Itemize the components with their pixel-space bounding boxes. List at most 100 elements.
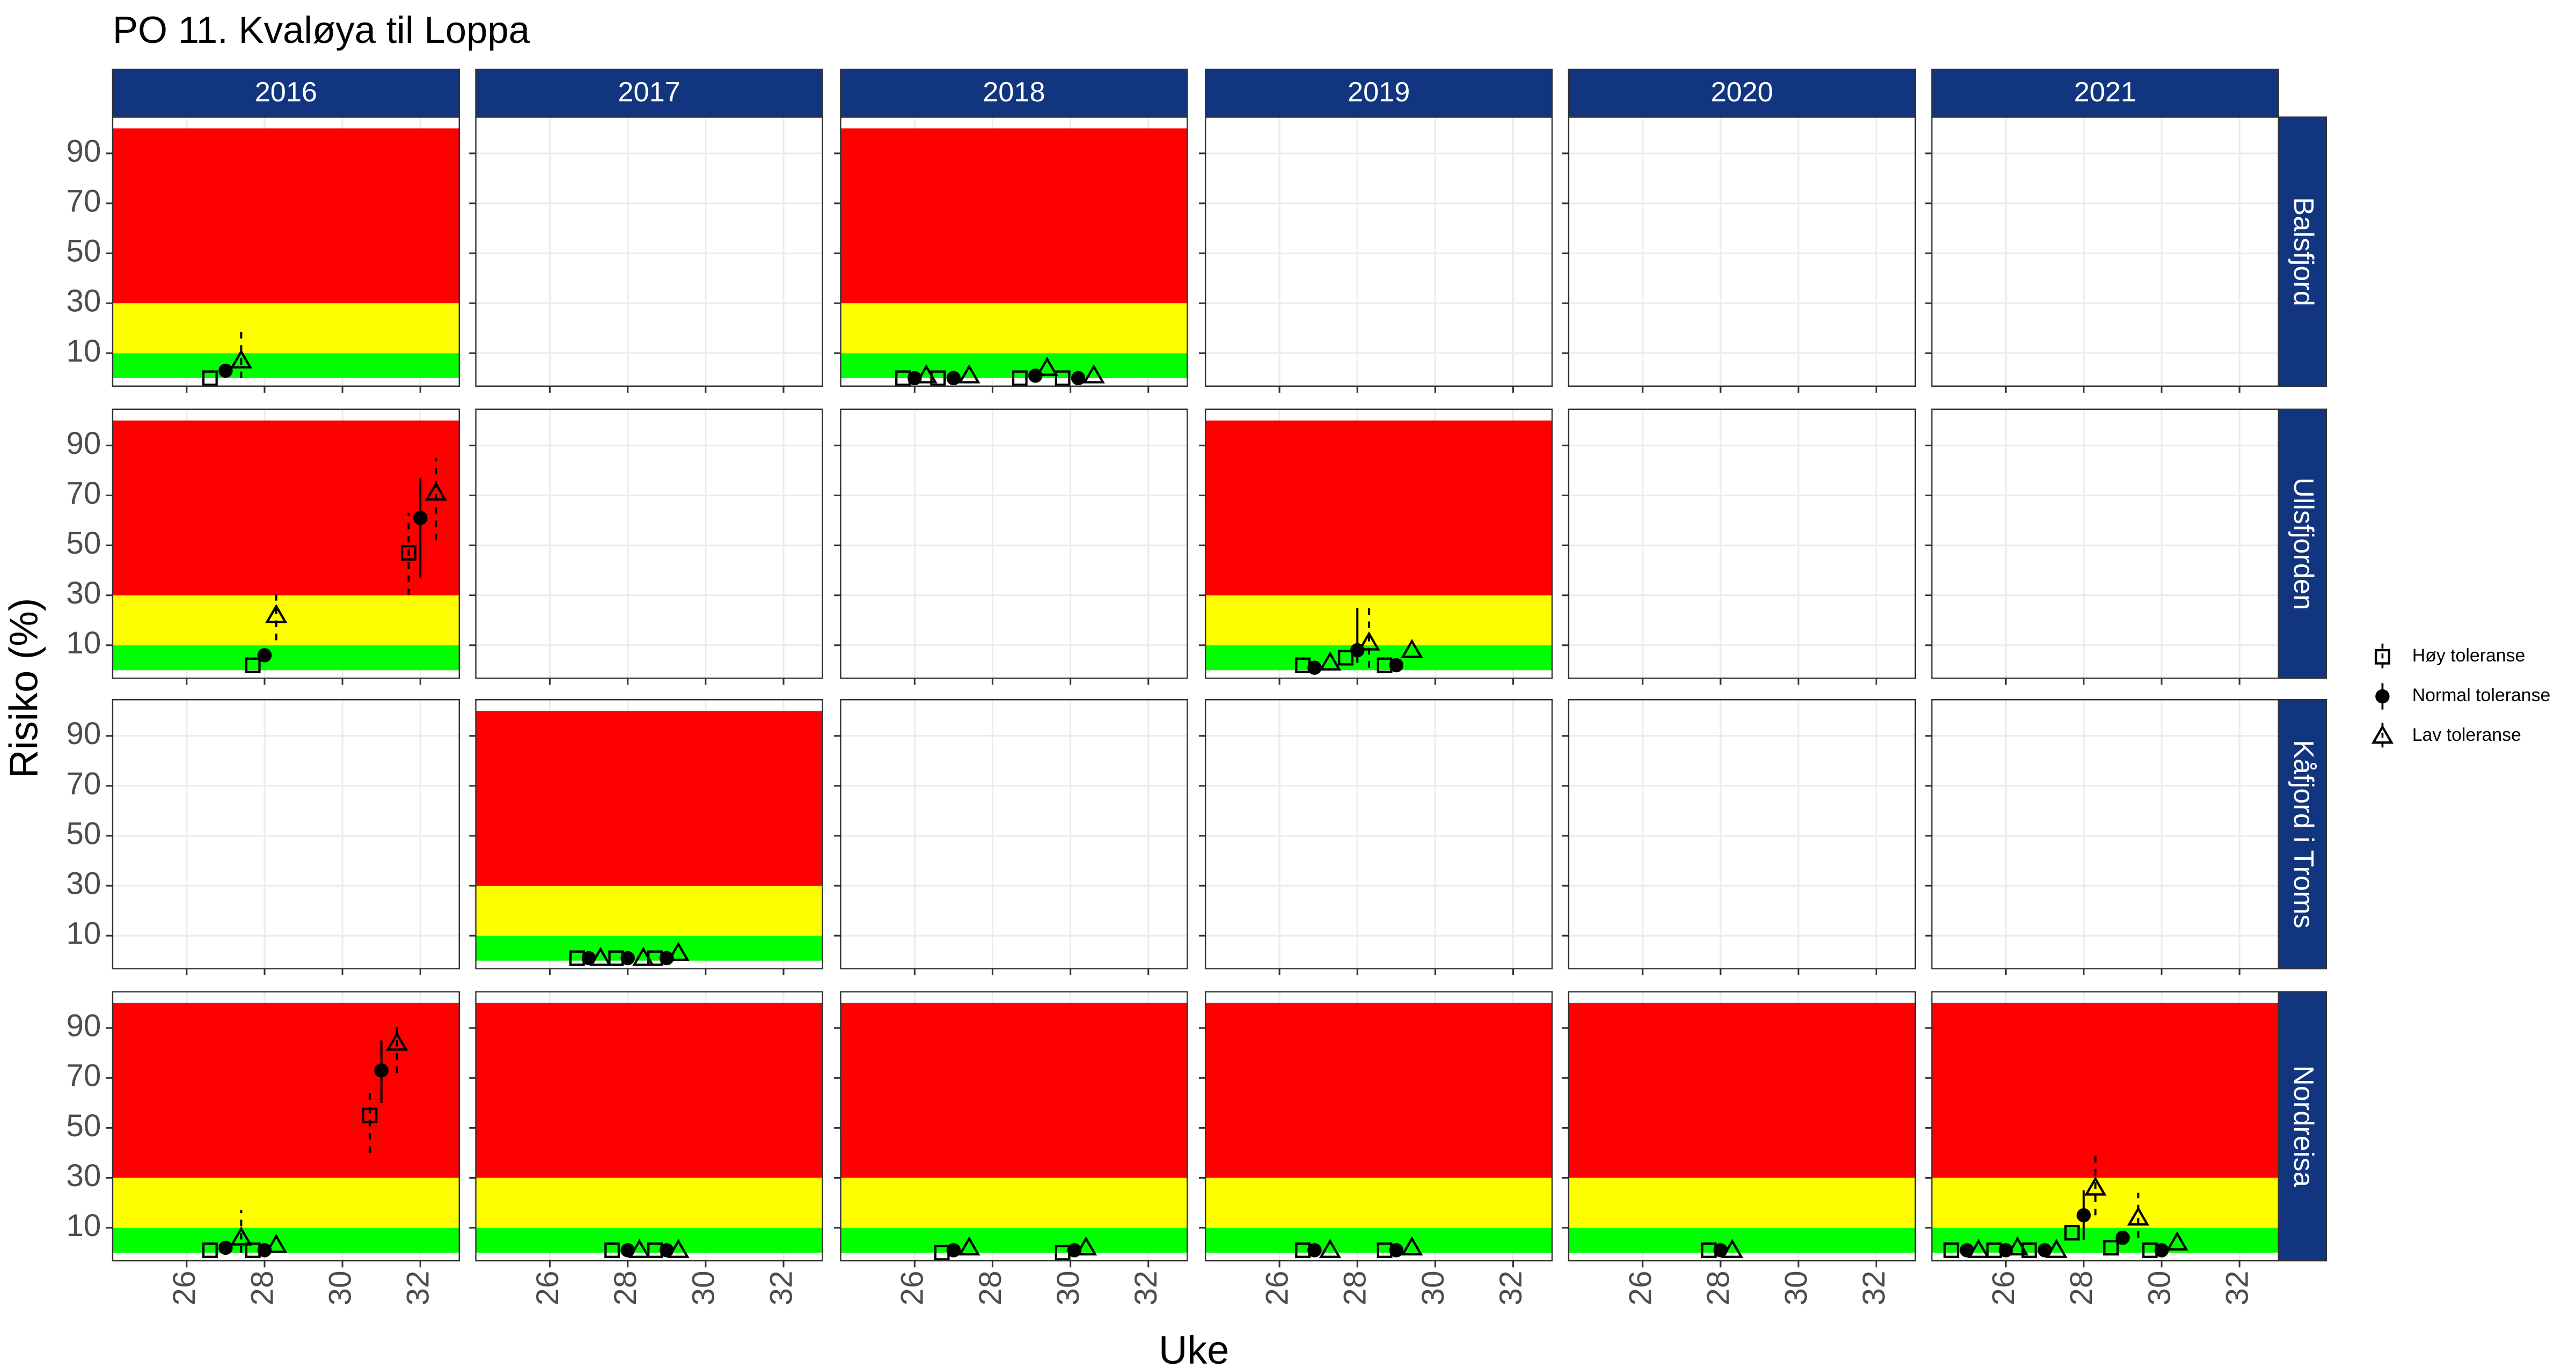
y-tick-label: 30 <box>66 866 101 901</box>
point <box>2076 1208 2091 1223</box>
y-tick-label: 30 <box>66 576 101 611</box>
point <box>660 951 674 966</box>
y-tick-label: 10 <box>66 916 101 951</box>
risk-band <box>840 1227 1188 1253</box>
risk-band <box>112 1227 459 1253</box>
panel-border <box>112 408 460 679</box>
legend-marker <box>2374 649 2390 665</box>
panel <box>1205 700 1553 969</box>
y-tick-label: 90 <box>66 1009 101 1043</box>
panel-border <box>475 116 823 387</box>
panel-border <box>1568 116 1916 387</box>
point <box>202 1242 218 1258</box>
point <box>620 951 635 966</box>
point <box>2166 1231 2189 1251</box>
panel-border <box>475 408 823 679</box>
y-tick-label: 30 <box>66 1158 101 1193</box>
point <box>1401 1236 1423 1256</box>
panel <box>1931 117 2279 386</box>
y-axis-label: Risiko (%) <box>1 598 46 778</box>
risk-band <box>840 1178 1188 1228</box>
panel-border <box>1204 698 1553 969</box>
point <box>958 364 980 384</box>
panel <box>1931 409 2279 679</box>
point <box>265 604 288 623</box>
risk-band <box>1931 1178 2279 1228</box>
x-tick-label: 26 <box>895 1271 930 1306</box>
point <box>1055 370 1071 386</box>
x-tick-label: 30 <box>1416 1271 1451 1306</box>
point <box>374 1063 389 1078</box>
chart-title: PO 11. Kvaløya til Loppa <box>113 9 530 51</box>
panel-border <box>112 991 460 1262</box>
point <box>930 370 946 386</box>
panel <box>1568 700 1915 969</box>
strip <box>1204 68 1553 118</box>
y-tick-label: 50 <box>66 816 101 851</box>
x-tick-label: 32 <box>401 1271 436 1306</box>
y-tick-label: 50 <box>66 234 101 269</box>
y-tick-label: 10 <box>66 626 101 660</box>
panel <box>1931 700 2279 969</box>
risk-band <box>1931 1003 2279 1178</box>
x-tick-label: 32 <box>1857 1271 1892 1306</box>
point <box>1389 658 1404 673</box>
risk-band <box>840 1003 1188 1178</box>
point <box>1036 357 1058 376</box>
strip-label: 2021 <box>2074 77 2136 108</box>
risk-band <box>112 353 459 378</box>
risk-band <box>1205 420 1553 595</box>
x-tick-label: 28 <box>1338 1271 1373 1306</box>
x-tick-label: 30 <box>2142 1271 2177 1306</box>
risk-band <box>475 711 823 886</box>
point <box>2006 1236 2029 1256</box>
point <box>1943 1242 1959 1258</box>
point <box>2045 1239 2068 1258</box>
y-tick-label: 70 <box>66 476 101 511</box>
point <box>1338 650 1353 666</box>
point <box>2103 1240 2119 1256</box>
panel <box>1205 117 1553 386</box>
risk-band <box>1205 595 1553 645</box>
risk-band <box>112 303 459 354</box>
point <box>1319 1239 1342 1258</box>
strip <box>2278 698 2328 969</box>
strip <box>475 68 823 118</box>
risk-band <box>112 420 459 595</box>
point <box>202 370 218 386</box>
strip-label: Balsfjord <box>2288 197 2319 306</box>
point <box>1358 631 1380 651</box>
x-tick-label: 26 <box>1986 1271 2021 1306</box>
point <box>667 942 690 961</box>
point <box>915 364 938 384</box>
point <box>1307 660 1322 675</box>
point <box>628 1239 651 1258</box>
x-tick-label: 26 <box>167 1271 202 1306</box>
x-tick-label: 26 <box>530 1271 565 1306</box>
strip <box>2278 408 2328 679</box>
panel-border <box>1931 698 2279 969</box>
point <box>946 1243 961 1257</box>
point <box>218 1240 233 1255</box>
point <box>1401 638 1423 658</box>
strip-label: 2016 <box>255 77 317 108</box>
y-tick-label: 50 <box>66 526 101 561</box>
y-tick-label: 90 <box>66 134 101 168</box>
point <box>230 1226 253 1246</box>
x-tick-label: 28 <box>245 1271 280 1306</box>
risk-band <box>475 1003 823 1178</box>
point <box>1319 651 1342 671</box>
panel-border <box>112 698 460 969</box>
panel-border <box>840 408 1188 679</box>
x-tick-label: 26 <box>1260 1271 1295 1306</box>
point <box>245 657 261 673</box>
strip-label: Nordreisa <box>2288 1065 2319 1188</box>
point <box>401 545 416 561</box>
legend-label: Høy toleranse <box>2412 645 2526 666</box>
strip <box>2278 991 2328 1262</box>
point <box>589 946 612 966</box>
risk-band <box>112 595 459 645</box>
point <box>386 1031 408 1051</box>
panel-border <box>1931 991 2279 1262</box>
point <box>958 1236 980 1256</box>
